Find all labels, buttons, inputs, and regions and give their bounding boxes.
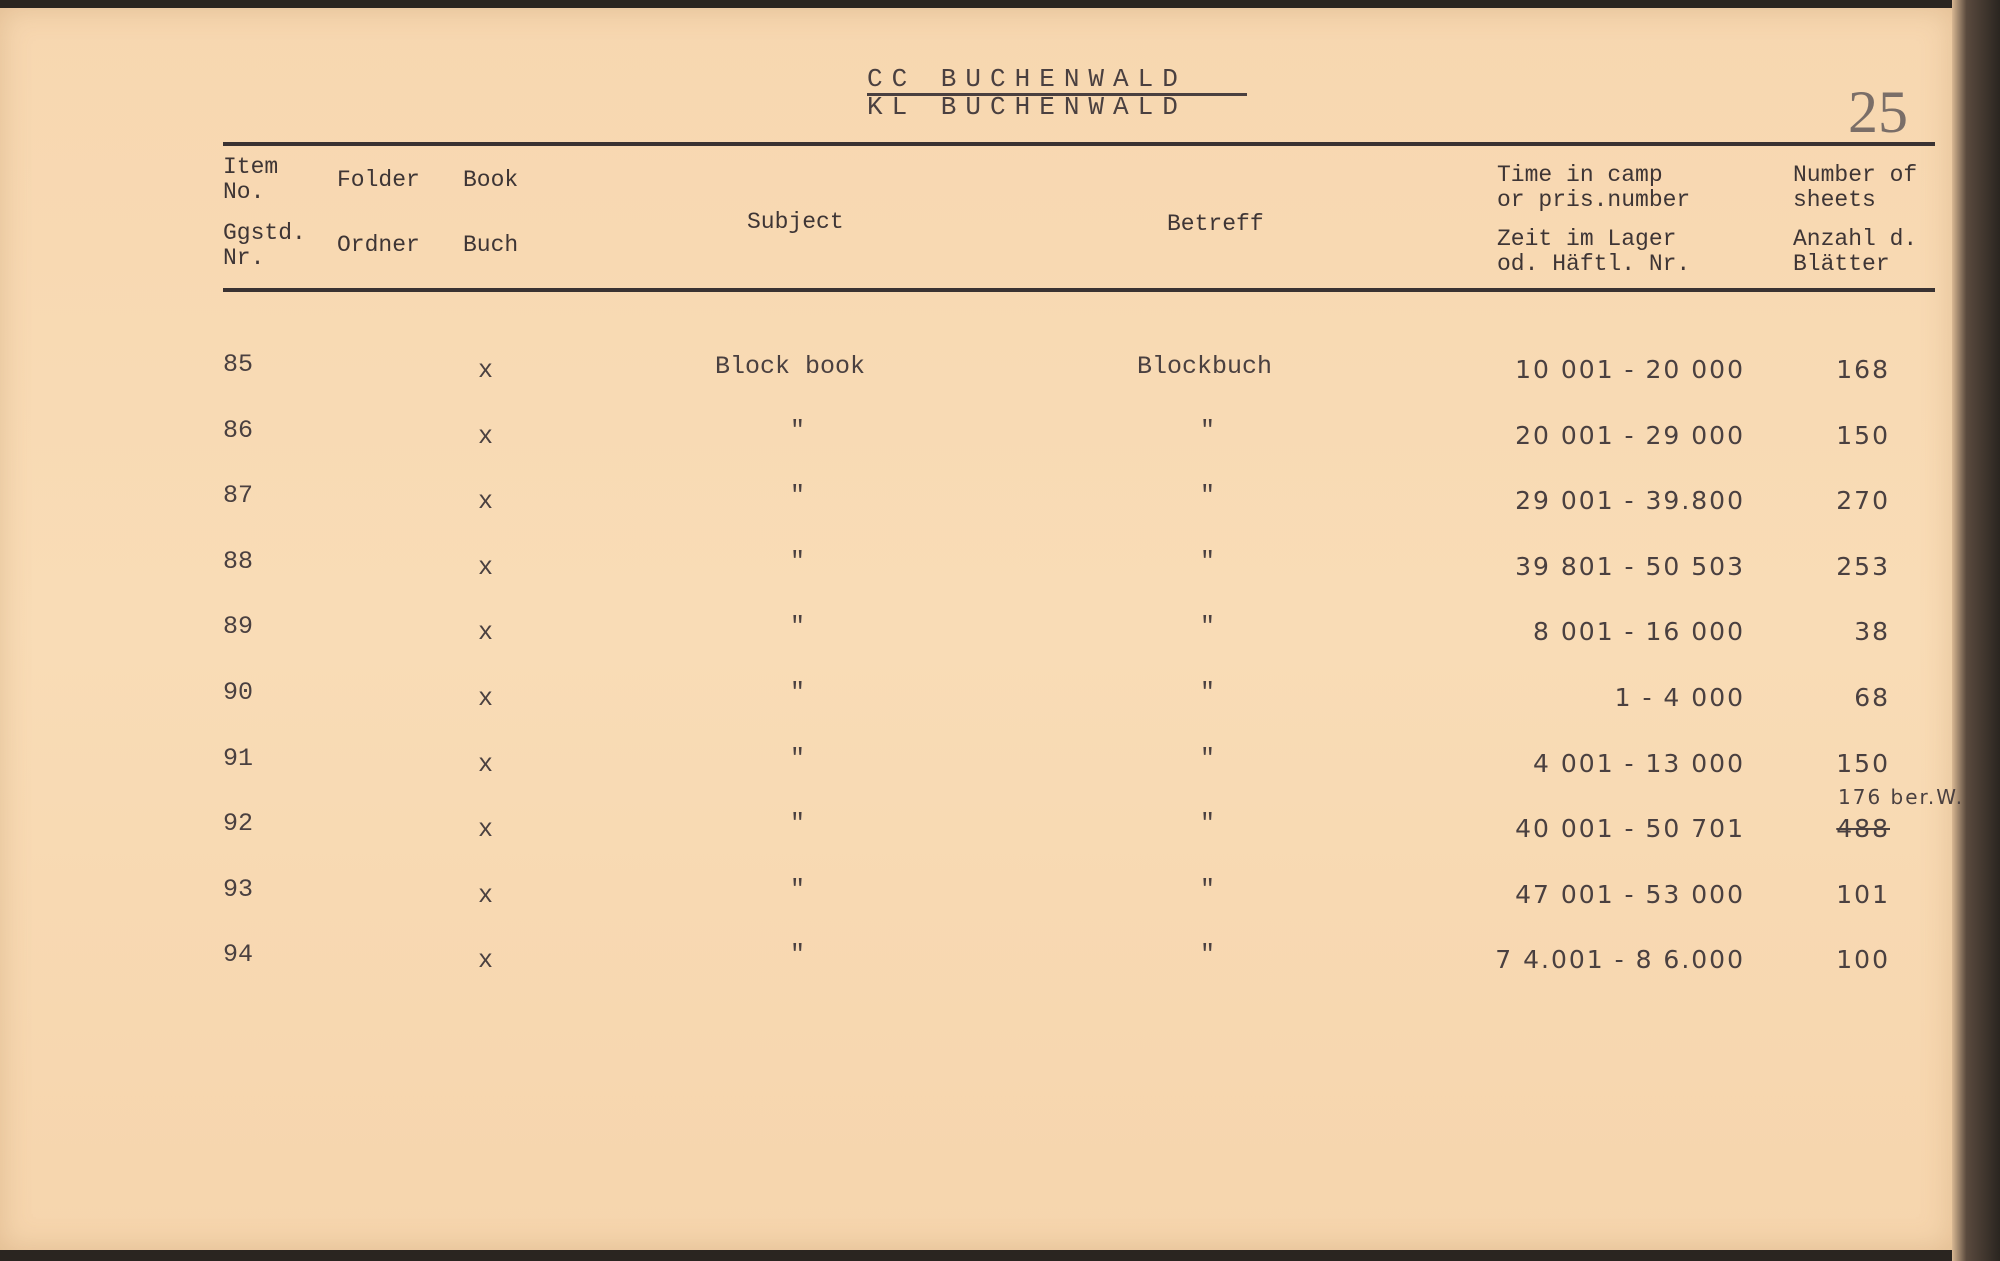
header-bottom-rule — [223, 288, 1935, 292]
betreff-cell: " — [1200, 481, 1216, 511]
item-number: 85 — [223, 350, 254, 379]
header-time-de: Zeit im Lager od. Häftl. Nr. — [1497, 226, 1691, 277]
sheet-count: 38 — [1854, 617, 1890, 647]
subject-cell: " — [790, 612, 806, 642]
subject-cell: " — [790, 874, 806, 904]
betreff-cell: " — [1200, 678, 1216, 707]
betreff-cell: " — [1200, 809, 1216, 839]
prisoner-number-range: 8 001 - 16 000 — [1533, 617, 1745, 647]
subject-cell: " — [790, 546, 806, 576]
sheet-count: 150 — [1836, 748, 1890, 778]
sheet-count: 100 — [1836, 945, 1890, 975]
betreff-cell: " — [1200, 415, 1216, 445]
sheet-count: 168 — [1836, 355, 1890, 384]
item-number: 94 — [223, 940, 254, 970]
sheet-count: 101 — [1836, 879, 1890, 909]
prisoner-number-range: 7 4.001 - 8 6.000 — [1495, 945, 1745, 975]
document-page — [0, 8, 1952, 1250]
sheet-count: 253 — [1836, 551, 1890, 581]
betreff-cell: " — [1200, 874, 1216, 904]
header-folder-de: Ordner — [337, 232, 420, 258]
betreff-cell: " — [1200, 940, 1216, 970]
header-item-en: Item No. — [223, 154, 279, 205]
item-number: 89 — [223, 612, 254, 642]
prisoner-number-range: 39 801 - 50 503 — [1515, 551, 1745, 581]
prisoner-number-range: 47 001 - 53 000 — [1515, 879, 1745, 909]
subject-cell: " — [790, 678, 806, 707]
item-number: 90 — [223, 678, 254, 707]
subject-cell: " — [790, 743, 806, 773]
title-cc: CC BUCHENWALD — [867, 64, 1187, 94]
sheet-count: 68 — [1854, 683, 1890, 712]
book-mark: x — [478, 946, 494, 976]
book-mark: x — [478, 815, 494, 845]
sheet-count: 270 — [1836, 486, 1890, 516]
book-mark: x — [478, 749, 494, 779]
prisoner-number-range: 4 001 - 13 000 — [1533, 748, 1745, 778]
book-mark: x — [478, 880, 494, 910]
item-number: 92 — [223, 809, 254, 839]
prisoner-number-range: 20 001 - 29 000 — [1515, 420, 1745, 450]
subject-cell: " — [790, 940, 806, 970]
subject-cell: Block book — [715, 352, 866, 381]
book-mark: x — [478, 487, 494, 517]
header-subject: Subject — [747, 209, 844, 235]
header-top-rule — [223, 142, 1935, 146]
book-mark: x — [478, 421, 494, 451]
header-sheets-en: Number of sheets — [1793, 162, 1918, 213]
subject-cell: " — [790, 415, 806, 445]
prisoner-number-range: 29 001 - 39.800 — [1515, 486, 1745, 516]
prisoner-number-range: 1 - 4 000 — [1614, 683, 1745, 712]
betreff-cell: Blockbuch — [1137, 352, 1273, 381]
title-kl: KL BUCHENWALD — [867, 92, 1187, 122]
item-number: 86 — [223, 415, 254, 445]
header-book-en: Book — [463, 167, 519, 193]
title-divider — [867, 93, 1247, 96]
item-number: 87 — [223, 481, 254, 511]
sheet-count-correction: 176 ber.W. — [1838, 785, 1965, 810]
header-book-de: Buch — [463, 232, 519, 258]
header-betreff: Betreff — [1167, 211, 1264, 237]
book-mark: x — [478, 356, 494, 385]
item-number: 88 — [223, 546, 254, 576]
header-time-en: Time in camp or pris.number — [1497, 162, 1691, 213]
item-number: 93 — [223, 874, 254, 904]
header-item-de: Ggstd. Nr. — [223, 220, 306, 271]
item-number: 91 — [223, 743, 254, 773]
book-mark: x — [478, 684, 494, 713]
binding-edge — [1952, 0, 2000, 1261]
betreff-cell: " — [1200, 743, 1216, 773]
book-mark: x — [478, 618, 494, 648]
book-mark: x — [478, 552, 494, 582]
subject-cell: " — [790, 481, 806, 511]
sheet-count: 488 — [1836, 814, 1890, 844]
header-sheets-de: Anzahl d. Blätter — [1793, 226, 1918, 277]
betreff-cell: " — [1200, 546, 1216, 576]
prisoner-number-range: 40 001 - 50 701 — [1515, 814, 1745, 844]
page-number: 25 — [1848, 79, 1908, 145]
sheet-count: 150 — [1836, 420, 1890, 450]
prisoner-number-range: 10 001 - 20 000 — [1515, 355, 1745, 384]
subject-cell: " — [790, 809, 806, 839]
betreff-cell: " — [1200, 612, 1216, 642]
header-folder-en: Folder — [337, 167, 420, 193]
